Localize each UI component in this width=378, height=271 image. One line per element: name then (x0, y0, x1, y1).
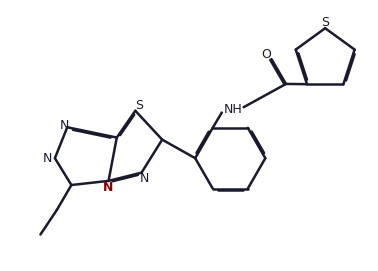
Text: S: S (321, 15, 329, 28)
Text: N: N (59, 119, 69, 132)
Text: O: O (262, 48, 271, 61)
Text: N: N (140, 172, 150, 185)
Text: N: N (43, 152, 52, 165)
Text: NH: NH (224, 103, 243, 116)
Text: N: N (103, 180, 114, 193)
Text: S: S (135, 99, 144, 112)
